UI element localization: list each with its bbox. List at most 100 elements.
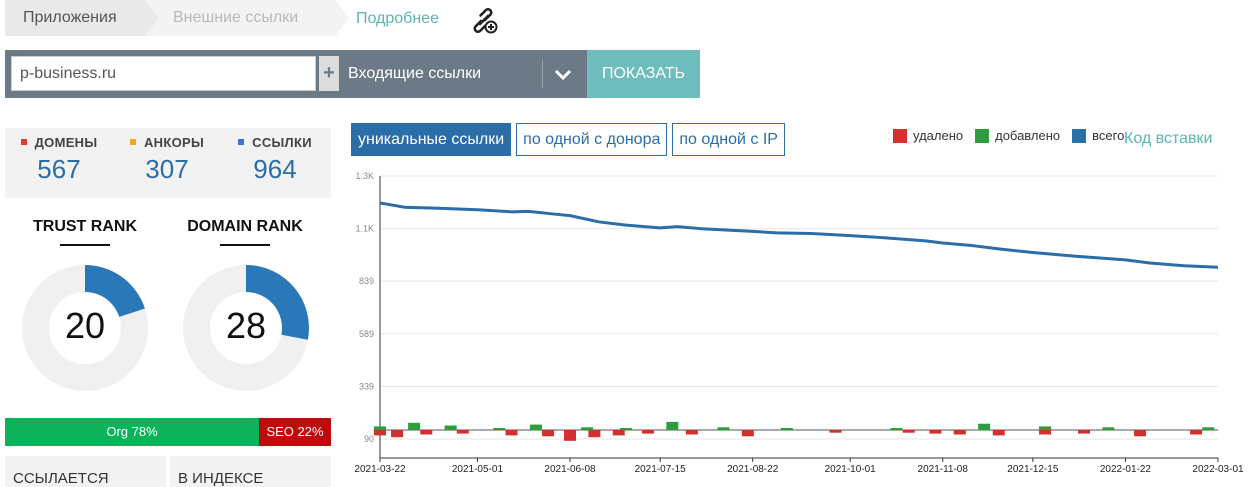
more-link[interactable]: Подробнее xyxy=(356,10,439,27)
removed-bar[interactable] xyxy=(374,430,386,436)
removed-bar[interactable] xyxy=(564,430,577,441)
added-bar[interactable] xyxy=(493,428,506,430)
legend-label: удалено xyxy=(913,128,964,143)
stat-anchors: АНКОРЫ 307 xyxy=(113,128,221,185)
x-tick-label: 2022-03-01 xyxy=(1192,464,1244,475)
added-bar[interactable] xyxy=(1102,427,1115,430)
stat-value[interactable]: 307 xyxy=(145,154,189,184)
domain-rank-title: DOMAIN RANK xyxy=(187,218,303,235)
removed-bar[interactable] xyxy=(641,430,654,434)
removed-bar[interactable] xyxy=(588,430,601,438)
y-tick-label: 839 xyxy=(359,276,374,286)
breadcrumb-external-links[interactable]: Внешние ссылки xyxy=(145,0,349,36)
removed-bar[interactable] xyxy=(612,430,625,436)
added-bar[interactable] xyxy=(374,426,386,430)
y-tick-label: 90 xyxy=(364,434,374,444)
removed-bar[interactable] xyxy=(829,430,842,433)
added-bar[interactable] xyxy=(666,421,679,430)
breadcrumb-apps[interactable]: Приложения xyxy=(5,0,159,36)
y-tick-label: 589 xyxy=(359,329,374,339)
series-total-line[interactable] xyxy=(379,201,1219,269)
removed-bar[interactable] xyxy=(741,430,754,437)
added-bar[interactable] xyxy=(444,425,457,431)
domain-input[interactable] xyxy=(11,56,316,91)
legend-removed[interactable]: удалено xyxy=(893,128,963,143)
y-tick-label: 1.1K xyxy=(355,224,374,234)
stat-value[interactable]: 567 xyxy=(37,154,81,184)
legend-added[interactable]: добавлено xyxy=(975,128,1060,143)
removed-bar[interactable] xyxy=(1078,430,1091,434)
removed-bar[interactable] xyxy=(992,430,1005,436)
x-tick-label: 2021-03-22 xyxy=(354,464,406,475)
tab-links-to[interactable]: ССЫЛАЕТСЯ xyxy=(5,456,166,487)
x-tick-label: 2021-06-08 xyxy=(544,464,596,475)
removed-bar[interactable] xyxy=(542,430,555,437)
removed-bar[interactable] xyxy=(1134,430,1147,437)
removed-bar[interactable] xyxy=(391,430,404,438)
tab-unique-links[interactable]: уникальные ссылки xyxy=(351,123,512,156)
removed-bar[interactable] xyxy=(953,430,966,435)
stat-dot-icon xyxy=(20,138,27,145)
x-tick-label: 2021-07-15 xyxy=(635,464,687,475)
added-bar[interactable] xyxy=(717,427,730,430)
legend-label: всего xyxy=(1092,128,1125,143)
embed-code-link[interactable]: Код вставки xyxy=(1124,130,1213,147)
x-tick-label: 2022-01-22 xyxy=(1100,464,1152,475)
chevron-down-icon[interactable] xyxy=(553,64,573,84)
added-bar[interactable] xyxy=(1202,427,1215,430)
added-bar[interactable] xyxy=(1039,426,1052,430)
chart-mode-tabs: уникальные ссылки по одной с донора по о… xyxy=(351,123,785,156)
link-type-select[interactable]: Входящие ссылки xyxy=(348,65,482,82)
trust-rank-value: 20 xyxy=(64,305,106,346)
stat-label: ССЫЛКИ xyxy=(252,135,312,150)
added-bar[interactable] xyxy=(780,428,793,430)
org-segment: Org 78% xyxy=(5,418,259,446)
legend-label: добавлено xyxy=(995,128,1061,143)
seo-segment: SEO 22% xyxy=(259,418,331,446)
added-bar[interactable] xyxy=(581,427,594,430)
legend-swatch xyxy=(893,128,907,143)
x-tick-label: 2021-12-15 xyxy=(1007,464,1059,475)
removed-bar[interactable] xyxy=(902,430,915,433)
tab-one-per-ip[interactable]: по одной с IP xyxy=(672,123,785,156)
added-bar[interactable] xyxy=(620,428,633,430)
stat-links: ССЫЛКИ 964 xyxy=(221,128,329,185)
removed-bar[interactable] xyxy=(456,430,469,434)
select-divider xyxy=(542,60,543,88)
add-link-icon[interactable] xyxy=(470,6,498,34)
stat-domains: ДОМЕНЫ 567 xyxy=(5,128,113,185)
domain-rank-arc xyxy=(246,265,309,340)
domain-rank-donut xyxy=(183,265,309,391)
added-bar[interactable] xyxy=(529,424,542,430)
legend-swatch xyxy=(1072,128,1087,143)
trust-rank-donut xyxy=(22,265,148,391)
trust-rank-title: TRUST RANK xyxy=(33,218,137,235)
tab-indexed[interactable]: В ИНДЕКСЕ xyxy=(170,456,331,487)
removed-bar[interactable] xyxy=(929,430,942,434)
add-domain-button[interactable]: + xyxy=(319,56,339,91)
stats-panel: ДОМЕНЫ 567 АНКОРЫ 307 ССЫЛКИ 964 xyxy=(5,128,331,198)
tab-one-per-donor[interactable]: по одной с донора xyxy=(516,123,668,156)
legend-total[interactable]: всего xyxy=(1072,128,1124,143)
removed-bar[interactable] xyxy=(1039,430,1052,435)
show-button[interactable]: ПОКАЗАТЬ xyxy=(587,50,700,98)
stat-label: АНКОРЫ xyxy=(143,135,205,150)
stat-value[interactable]: 964 xyxy=(253,154,297,184)
domain-rank-value: 28 xyxy=(225,305,267,346)
stat-label: ДОМЕНЫ xyxy=(34,135,98,150)
stat-dot-icon xyxy=(238,138,245,145)
backlinks-chart: 90 339 589 839 1.1K 1.3K 2021-03-22 2021-05-01 2… xyxy=(354,171,1244,475)
removed-bar[interactable] xyxy=(505,430,518,436)
added-bar[interactable] xyxy=(890,428,903,430)
x-tick-label: 2021-05-01 xyxy=(452,464,504,475)
stat-dot-icon xyxy=(129,138,136,145)
bottom-tabs: ССЫЛАЕТСЯ В ИНДЕКСЕ xyxy=(5,456,331,487)
removed-bar[interactable] xyxy=(420,430,433,435)
x-tick-label: 2021-11-08 xyxy=(918,464,969,475)
removed-bar[interactable] xyxy=(685,430,698,435)
added-bar[interactable] xyxy=(978,423,991,430)
org-seo-bar: Org 78% SEO 22% xyxy=(5,418,331,446)
added-bar[interactable] xyxy=(408,422,421,430)
removed-bar[interactable] xyxy=(1190,430,1203,435)
trust-rank-arc xyxy=(85,265,145,317)
